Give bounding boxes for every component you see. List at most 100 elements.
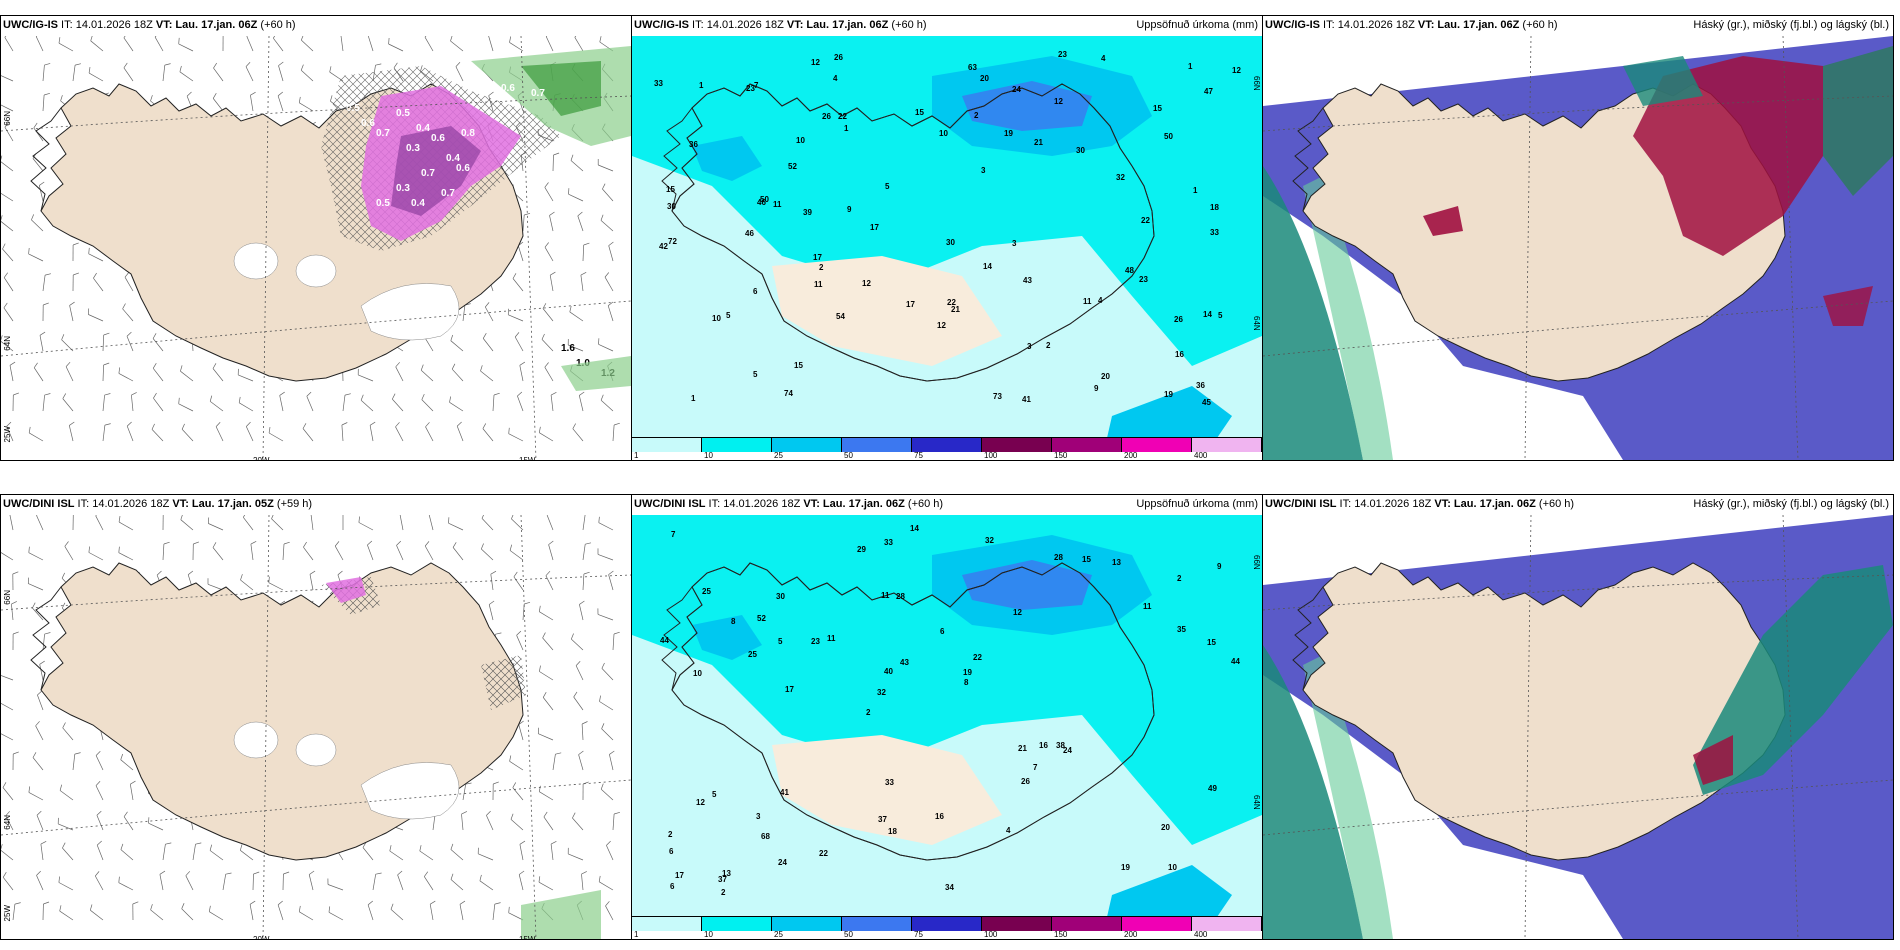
precip-value-label: 12	[1054, 97, 1063, 106]
wind-barb	[58, 823, 74, 831]
wind-barb	[88, 72, 104, 82]
wind-value-label: 0.5	[396, 108, 410, 119]
precip-value-label: 24	[1012, 85, 1021, 94]
wind-barb	[279, 395, 284, 412]
wind-barb	[538, 733, 554, 741]
colorbar-tick: 200	[1124, 451, 1138, 460]
precip-value-label: 39	[803, 208, 812, 217]
wind-barb	[72, 754, 76, 771]
wind-barb	[154, 36, 164, 52]
wind-barb	[207, 583, 224, 591]
precip-value-label: 47	[1204, 87, 1213, 96]
mid-cloud	[1633, 56, 1823, 256]
grid-label: 15W	[519, 456, 536, 461]
wind-barb	[3, 277, 14, 292]
grid-label: 20W	[253, 456, 270, 461]
wind-barb	[268, 432, 284, 442]
precip-value-label: 33	[654, 79, 663, 88]
colorbar-tick: 75	[914, 930, 923, 939]
wind-barb	[395, 426, 404, 442]
precip-value-label: 22	[973, 653, 982, 662]
wind-barb	[213, 67, 224, 82]
iceland-coastline	[40, 562, 524, 861]
colorbar-tick: 10	[704, 930, 713, 939]
precip-value-label: 68	[761, 832, 770, 841]
precip-value-label: 42	[659, 242, 668, 251]
colorbar: 1 10 25 50 75 100 150 200 400	[632, 437, 1262, 460]
init-time: IT: 14.01.2026 18Z	[74, 498, 173, 510]
precip-value-label: 52	[788, 162, 797, 171]
precip-value-label: 14	[1203, 310, 1212, 319]
wind-barb	[118, 882, 134, 891]
precip-value-label: 23	[1139, 275, 1148, 284]
precip-value-label: 33	[884, 538, 893, 547]
wind-barb	[358, 522, 374, 531]
precip-value-label: 2	[974, 111, 979, 120]
lead-time: (+60 h)	[1519, 19, 1558, 31]
wind-barb	[309, 574, 314, 591]
wind-barb	[102, 425, 106, 442]
wind-barb	[32, 757, 44, 771]
valid-time: VT: Lau. 17.jan. 06Z	[155, 19, 258, 31]
grid-lon-20	[1524, 36, 1532, 460]
precip-value-label: 18	[888, 827, 897, 836]
wind-barb	[518, 874, 524, 891]
precip-value-label: 11	[1083, 297, 1092, 306]
wind-barb	[271, 518, 284, 531]
wind-barb	[598, 522, 614, 531]
precip-value-label: 36	[689, 140, 698, 149]
wind-barb	[37, 694, 44, 711]
wind-barb	[299, 102, 314, 112]
precip-value-label: 9	[1217, 562, 1222, 571]
wind-barb	[36, 815, 44, 831]
colorbar-tick: 100	[984, 451, 998, 460]
precip-value-label: 7	[754, 81, 759, 90]
precip-value-label: 4	[1006, 826, 1011, 835]
precip-value-label: 33	[1210, 228, 1219, 237]
wind-barb	[96, 815, 104, 831]
precip-value-label: 40	[884, 667, 893, 676]
wind-barb	[362, 847, 374, 861]
precip-value-label: 30	[776, 592, 785, 601]
precip-value-label: 15	[915, 108, 924, 117]
wind-barb	[511, 518, 524, 531]
colorbar-tick: 150	[1054, 930, 1068, 939]
precip-value-label: 50	[760, 195, 769, 204]
precip-value-label: 3	[756, 812, 761, 821]
wind-barb	[238, 374, 254, 382]
grid-lon-15	[1782, 515, 1799, 939]
wind-barb	[1, 703, 14, 711]
wind-barb	[62, 727, 74, 741]
panel-wind-igis: 0.5 0.6 0.7 0.5 0.4 0.3 0.6 0.4 0.7 0.3 0.5 0.4 0.7 0…	[0, 15, 632, 461]
wind-barb	[6, 426, 14, 442]
valid-time: VT: Lau. 17.jan. 05Z	[172, 498, 274, 510]
wind-barb	[462, 784, 467, 801]
wind-barb	[608, 574, 614, 591]
wind-barb	[578, 754, 584, 771]
wind-barb	[544, 247, 554, 262]
wind-barb	[549, 215, 554, 232]
wind-barb	[40, 844, 44, 861]
glacier	[295, 254, 337, 288]
precip-value-label: 63	[968, 63, 977, 72]
precip-value-label: 72	[668, 237, 677, 246]
wind-barb	[514, 336, 524, 352]
colorbar-tick: 10	[704, 451, 713, 460]
precip-value-label: 3	[981, 166, 986, 175]
wind-barb	[209, 850, 224, 861]
wind-value-label: 0.7	[376, 128, 390, 139]
precip-value-label: 12	[1232, 66, 1241, 75]
wind-barb	[372, 874, 377, 891]
wind-barb	[545, 36, 554, 52]
wind-barb	[240, 579, 254, 591]
wind-barb	[389, 850, 404, 861]
precip-value-label: 6	[940, 627, 945, 636]
wind-barb	[606, 845, 614, 861]
wind-barb	[11, 604, 14, 621]
precip-value-label: 17	[813, 253, 822, 262]
wind-barb	[65, 366, 74, 382]
colorbar-tick: 25	[774, 930, 783, 939]
wind-barb	[572, 817, 584, 831]
wind-barb	[310, 515, 314, 531]
wind-value-label: 0.8	[461, 128, 475, 139]
